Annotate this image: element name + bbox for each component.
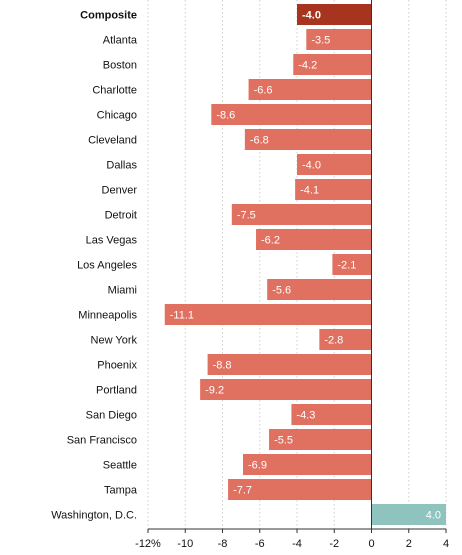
axis-layer: -12% -10 -8 -6 -4 -2 0 2 4 xyxy=(135,0,449,550)
bar-miami xyxy=(267,279,372,300)
category-label-minneapolis: Minneapolis xyxy=(78,310,137,322)
value-label-washington-d-c: 4.0 xyxy=(426,510,441,522)
bar-denver xyxy=(295,179,372,200)
x-tick-label-4: -4 xyxy=(292,538,302,550)
x-tick-label-0: 0 xyxy=(368,538,374,550)
value-label-portland: -9.2 xyxy=(205,385,224,397)
value-label-chicago: -8.6 xyxy=(216,110,235,122)
value-label-san-diego: -4.3 xyxy=(296,410,315,422)
category-label-charlotte: Charlotte xyxy=(92,85,137,97)
x-tick-label-10: -10 xyxy=(177,538,193,550)
bar-detroit xyxy=(231,204,372,225)
bar-los-angeles xyxy=(332,254,372,275)
bar-composite xyxy=(297,4,372,25)
x-tick-label-6: -6 xyxy=(255,538,265,550)
category-label-washington-d-c: Washington, D.C. xyxy=(51,510,137,522)
category-label-seattle: Seattle xyxy=(103,460,137,472)
value-label-charlotte: -6.6 xyxy=(254,85,273,97)
category-label-san-francisco: San Francisco xyxy=(67,435,137,447)
value-label-detroit: -7.5 xyxy=(237,210,256,222)
category-label-composite: Composite xyxy=(80,10,137,22)
value-label-phoenix: -8.8 xyxy=(213,360,232,372)
x-tick-label-2: 2 xyxy=(406,538,412,550)
bar-boston xyxy=(293,54,372,75)
category-label-detroit: Detroit xyxy=(105,210,137,222)
category-label-dallas: Dallas xyxy=(106,160,137,172)
value-label-boston: -4.2 xyxy=(298,60,317,72)
category-label-portland: Portland xyxy=(96,385,137,397)
value-label-denver: -4.1 xyxy=(300,185,319,197)
bar-tampa xyxy=(228,479,372,500)
category-label-tampa: Tampa xyxy=(104,485,138,497)
value-label-san-francisco: -5.5 xyxy=(274,435,293,447)
category-label-phoenix: Phoenix xyxy=(97,360,137,372)
x-tick-label-4: 4 xyxy=(443,538,449,550)
bar-san-diego xyxy=(291,404,372,425)
category-label-los-angeles: Los Angeles xyxy=(77,260,137,272)
bar-portland xyxy=(200,379,372,400)
bar-cleveland xyxy=(244,129,372,150)
bar-layer xyxy=(164,4,446,525)
value-label-new-york: -2.8 xyxy=(324,335,343,347)
bar-san-francisco xyxy=(269,429,372,450)
bar-washington-d-c xyxy=(371,504,446,525)
value-label-los-angeles: -2.1 xyxy=(337,260,356,272)
value-label-minneapolis: -11.1 xyxy=(170,310,194,322)
bar-dallas xyxy=(297,154,372,175)
category-label-cleveland: Cleveland xyxy=(88,135,137,147)
category-label-denver: Denver xyxy=(102,185,138,197)
bar-seattle xyxy=(242,454,372,475)
bar-minneapolis xyxy=(164,304,372,325)
category-label-new-york: New York xyxy=(91,335,138,347)
label-layer: -4.0 Composite -3.5 Atlanta -4.2 Boston -6.6 Ch… xyxy=(51,10,441,522)
category-label-miami: Miami xyxy=(108,285,137,297)
value-label-composite: -4.0 xyxy=(302,10,321,22)
bar-phoenix xyxy=(207,354,372,375)
category-label-atlanta: Atlanta xyxy=(103,35,138,47)
bar-new-york xyxy=(319,329,372,350)
category-label-san-diego: San Diego xyxy=(86,410,137,422)
value-label-miami: -5.6 xyxy=(272,285,291,297)
bar-chicago xyxy=(211,104,372,125)
category-label-boston: Boston xyxy=(103,60,137,72)
value-label-atlanta: -3.5 xyxy=(311,35,330,47)
category-label-las-vegas: Las Vegas xyxy=(86,235,138,247)
value-label-cleveland: -6.8 xyxy=(250,135,269,147)
x-tick-label-2: -2 xyxy=(329,538,339,550)
value-label-dallas: -4.0 xyxy=(302,160,321,172)
bar-las-vegas xyxy=(256,229,372,250)
value-label-seattle: -6.9 xyxy=(248,460,267,472)
x-tick-label-12: -12% xyxy=(135,538,161,550)
value-label-tampa: -7.7 xyxy=(233,485,252,497)
value-label-las-vegas: -6.2 xyxy=(261,235,280,247)
category-label-chicago: Chicago xyxy=(97,110,137,122)
bar-atlanta xyxy=(306,29,372,50)
bar-charlotte xyxy=(248,79,372,100)
x-tick-label-8: -8 xyxy=(218,538,228,550)
